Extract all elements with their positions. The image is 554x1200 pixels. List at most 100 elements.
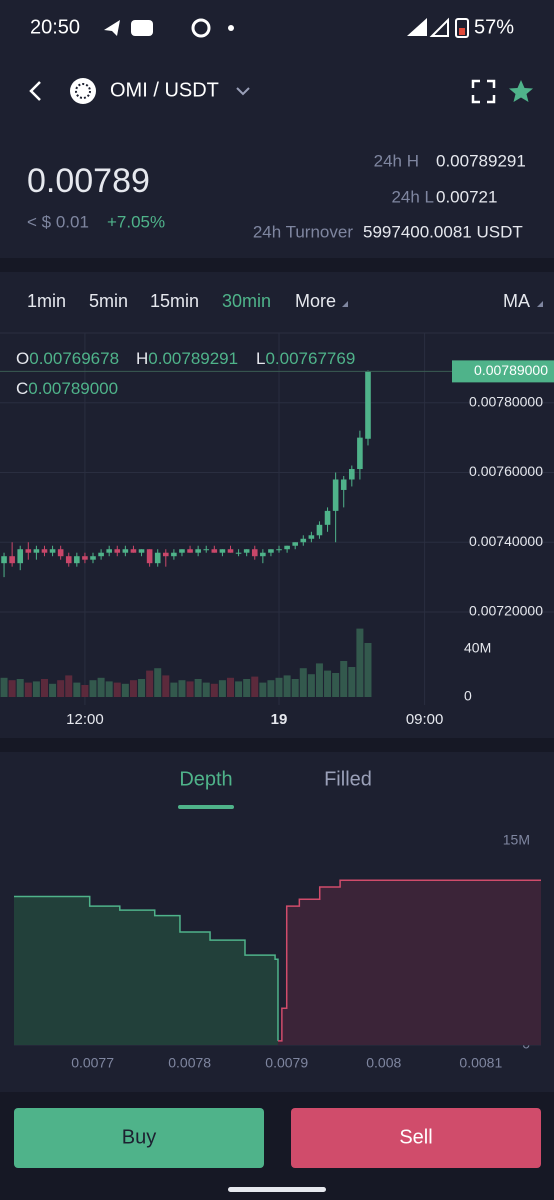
x-tick-label: 12:00	[66, 711, 104, 728]
ohlc-key: L	[256, 349, 265, 368]
y-tick-label: 0.00780000	[469, 393, 543, 409]
divider	[0, 738, 554, 752]
candle-body	[340, 479, 347, 490]
candle-body	[130, 549, 137, 553]
last-price-label: 0.00789000	[474, 362, 548, 378]
volume-bar	[57, 680, 65, 697]
ohlc-value: 0.00789000	[28, 379, 118, 398]
ohlc-legend: C0.00789000	[16, 379, 118, 398]
candle-body	[203, 549, 210, 551]
candle-body	[187, 549, 193, 553]
candle-body	[171, 552, 177, 557]
back-button[interactable]	[29, 81, 41, 101]
candle-body	[349, 469, 355, 480]
interval-tab[interactable]: 1min	[27, 291, 66, 311]
divider	[0, 258, 554, 272]
candle-body	[146, 549, 153, 564]
y-tick-label: 0.00740000	[469, 533, 543, 549]
volume-bar	[348, 667, 356, 697]
buy-button[interactable]	[14, 1108, 264, 1168]
icon-telegram	[104, 20, 120, 36]
stat-value: 5997400.0081 USDT	[363, 222, 523, 241]
candle-body	[316, 524, 323, 536]
coin-icon-mark	[75, 83, 91, 99]
favorite-button[interactable]	[509, 80, 533, 102]
volume-bar	[218, 680, 226, 697]
candle-body	[251, 549, 258, 557]
stat-value: 0.00789291	[436, 151, 526, 170]
volume-bar	[267, 680, 275, 697]
interval-tab[interactable]: More	[295, 291, 336, 311]
volume-tick-label: 0	[464, 688, 472, 704]
volume-bar	[0, 677, 8, 697]
depth-tab[interactable]: Filled	[324, 768, 372, 790]
depth-line	[277, 879, 541, 1042]
icon-signal	[429, 17, 449, 37]
stat-value: 0.00721	[436, 187, 497, 206]
fullscreen-button[interactable]	[471, 79, 496, 104]
interval-tab[interactable]: 5min	[89, 291, 128, 311]
icon-battery	[455, 18, 469, 38]
sell-label[interactable]: Sell	[399, 1126, 432, 1148]
volume-bar	[307, 674, 315, 697]
y-tick-label: 0.00720000	[469, 603, 543, 619]
volume-bar	[340, 661, 348, 697]
ohlc-legend: L0.00767769	[256, 349, 355, 368]
candle-body	[211, 549, 218, 553]
volume-bar	[32, 681, 40, 697]
candle-body	[300, 538, 307, 543]
volume-bar	[291, 679, 299, 697]
interval-tab[interactable]: 15min	[150, 291, 199, 311]
volume-bar	[235, 681, 243, 697]
candle-body	[268, 549, 274, 553]
candle-body	[179, 549, 185, 553]
sell-button[interactable]	[291, 1108, 541, 1168]
stat-label: 24h Turnover	[253, 222, 354, 241]
candle-body	[292, 542, 298, 546]
tab-indicator	[178, 805, 234, 809]
candle-body	[9, 556, 15, 564]
volume-bar	[49, 683, 57, 697]
pair-dropdown[interactable]	[236, 87, 250, 96]
ohlc-value: 0.00769678	[29, 349, 119, 368]
indicator-caret[interactable]	[537, 301, 543, 307]
volume-bar	[146, 670, 154, 697]
candle-body	[357, 437, 363, 470]
volume-bar	[275, 677, 283, 697]
candle-body	[90, 556, 96, 560]
volume-bar	[105, 681, 113, 697]
depth-x-tick-label: 0.0077	[71, 1055, 114, 1071]
ohlc-legend: O0.00769678	[16, 349, 119, 368]
pair-name[interactable]: OMI / USDT	[110, 79, 219, 101]
usd-price: < $ 0.01	[27, 212, 89, 231]
candle-body	[162, 552, 169, 557]
depth-tab[interactable]: Depth	[179, 768, 232, 790]
volume-bar	[356, 628, 364, 697]
more-caret[interactable]	[342, 301, 348, 307]
candle-body	[195, 549, 201, 553]
volume-bar	[332, 673, 340, 697]
icon-wifi	[407, 18, 427, 36]
volume-bar	[251, 676, 259, 697]
stat-label: 24h L	[391, 187, 434, 206]
candle-body	[227, 549, 234, 553]
candle-body	[276, 549, 282, 551]
x-tick-label: 19	[271, 711, 288, 728]
volume-bar	[65, 675, 73, 697]
icon-settings	[191, 18, 211, 38]
icon-battery-level	[459, 28, 465, 35]
volume-bar	[315, 663, 323, 697]
interval-tab[interactable]: 30min	[222, 291, 271, 311]
depth-x-tick-label: 0.0081	[459, 1055, 502, 1071]
volume-bar	[16, 679, 24, 697]
ohlc-key: H	[136, 349, 148, 368]
indicator-selector[interactable]: MA	[503, 291, 530, 311]
ohlc-key: O	[16, 349, 29, 368]
buy-label[interactable]: Buy	[122, 1126, 156, 1148]
volume-bar	[178, 680, 186, 697]
candle-body	[33, 549, 40, 553]
candle-body	[57, 549, 64, 557]
volume-bar	[226, 677, 234, 697]
home-indicator	[228, 1187, 326, 1192]
depth-line	[14, 895, 279, 1041]
